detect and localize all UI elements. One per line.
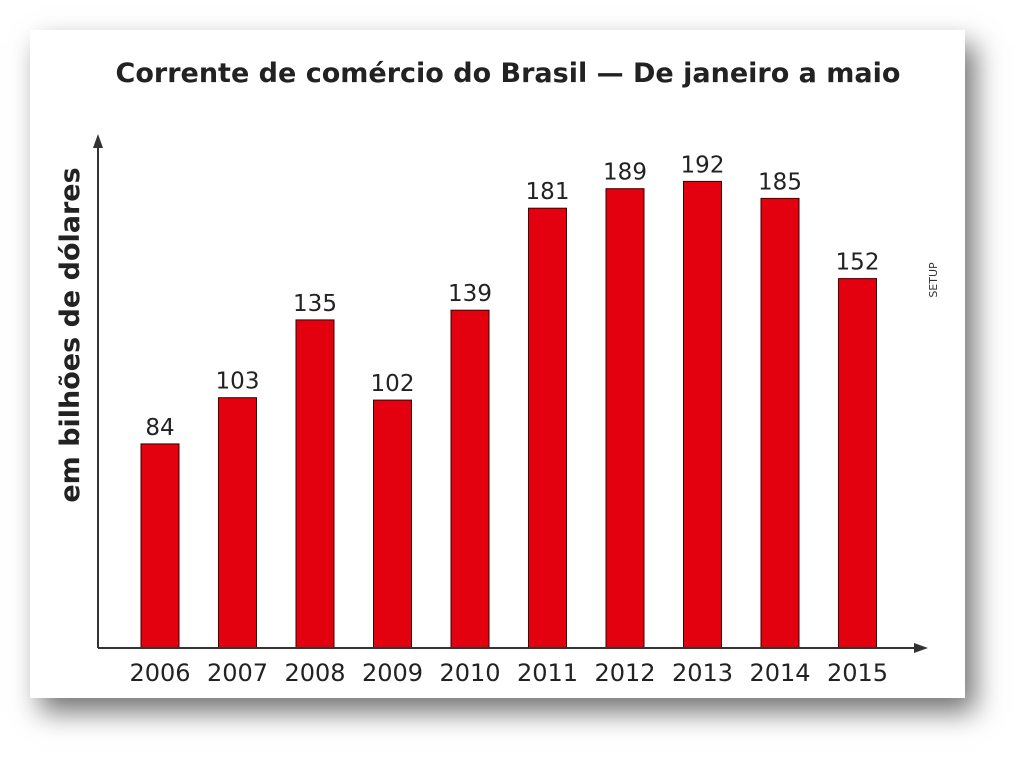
value-label-2012: 189 (603, 160, 647, 186)
value-label-2008: 135 (293, 291, 337, 317)
image-credit: SETUP (927, 262, 940, 298)
x-tick-label-2014: 2014 (749, 659, 810, 687)
bar-2014 (760, 197, 800, 649)
x-tick-label-2010: 2010 (439, 659, 500, 687)
x-tick-label-2011: 2011 (517, 659, 578, 687)
value-label-2013: 192 (681, 152, 725, 178)
bar-2006 (140, 443, 180, 649)
x-tick-label-2013: 2013 (672, 659, 733, 687)
x-tick-label-2015: 2015 (827, 659, 888, 687)
bar-2009 (373, 399, 412, 649)
value-label-2007: 103 (216, 369, 260, 395)
value-label-2015: 152 (836, 250, 880, 276)
x-tick-label-2012: 2012 (594, 659, 655, 687)
x-tick-label-2006: 2006 (129, 659, 190, 687)
bar-2015 (838, 278, 877, 649)
value-label-2011: 181 (526, 179, 570, 205)
bar-2008 (295, 319, 335, 649)
x-tick-label-2007: 2007 (207, 659, 268, 687)
bar-2010 (450, 309, 490, 649)
bar-2012 (605, 188, 645, 649)
x-axis-arrow (914, 643, 928, 653)
bar-2007 (218, 397, 257, 649)
value-label-2009: 102 (371, 371, 415, 397)
chart-card: Corrente de comércio do Brasil — De jane… (30, 30, 965, 698)
x-tick-labels: 2006 2007 2008 2009 2010 2011 2012 2013 2014 2015 (129, 659, 888, 687)
y-axis-label: em bilhões de dólares (55, 167, 86, 502)
bar-2011 (528, 207, 567, 649)
x-tick-label-2008: 2008 (284, 659, 345, 687)
value-label-2014: 185 (758, 169, 802, 195)
y-axis-arrow (93, 134, 103, 148)
chart-title: Corrente de comércio do Brasil — De jane… (116, 58, 901, 89)
value-label-2010: 139 (448, 281, 492, 307)
bars-layer: 84 103 135 102 139 181 189 192 185 152 (140, 152, 880, 649)
x-tick-label-2009: 2009 (362, 659, 423, 687)
value-label-2006: 84 (145, 415, 174, 441)
bar-chart: Corrente de comércio do Brasil — De jane… (55, 58, 940, 687)
bar-2013 (683, 180, 722, 649)
